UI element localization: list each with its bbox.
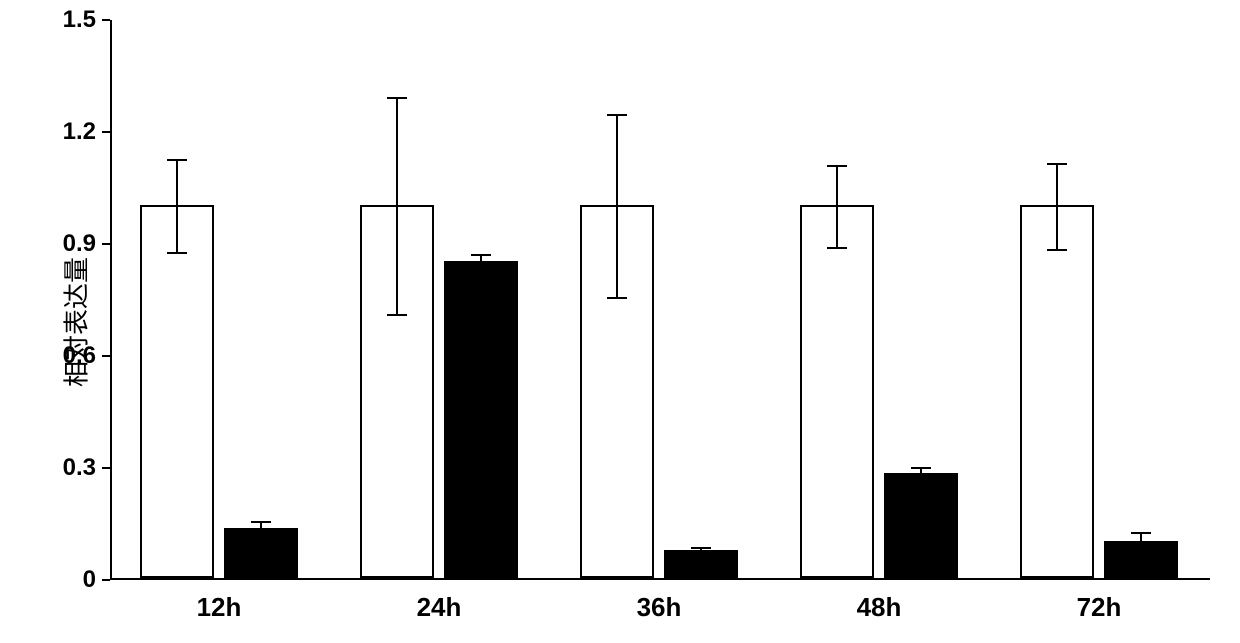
x-tick-label: 48h: [857, 592, 902, 623]
x-tick-label: 36h: [637, 592, 682, 623]
bar-white: [140, 205, 214, 578]
error-cap-upper: [1131, 532, 1151, 534]
bar-black: [664, 550, 738, 578]
y-tick-label: 0.6: [63, 342, 96, 370]
error-cap-upper: [1047, 163, 1067, 165]
y-tick: [102, 243, 110, 245]
error-bar-upper: [260, 522, 262, 529]
error-bar-lower: [836, 207, 838, 248]
y-tick: [102, 131, 110, 133]
error-bar-upper: [480, 255, 482, 262]
y-tick-label: 1.2: [63, 118, 96, 146]
bar-black: [1104, 541, 1178, 578]
error-cap-lower: [607, 297, 627, 299]
error-cap-lower: [1047, 249, 1067, 251]
error-bar-upper: [616, 115, 618, 206]
x-tick-label: 72h: [1077, 592, 1122, 623]
error-cap-upper: [387, 97, 407, 99]
error-cap-lower: [167, 252, 187, 254]
bar-white: [1020, 205, 1094, 578]
error-cap-lower: [387, 314, 407, 316]
error-cap-upper: [167, 159, 187, 161]
y-tick: [102, 19, 110, 21]
error-cap-upper: [471, 254, 491, 256]
error-bar-lower: [176, 207, 178, 254]
y-tick-label: 0: [83, 566, 96, 594]
chart-container: 相对表达量 00.30.60.91.21.512h24h36h48h72h: [0, 0, 1240, 643]
error-bar-upper: [836, 166, 838, 207]
error-bar-lower: [1056, 207, 1058, 250]
bar-black: [224, 528, 298, 578]
error-cap-upper: [607, 114, 627, 116]
error-bar-upper: [396, 98, 398, 206]
bar-black: [884, 473, 958, 578]
error-cap-upper: [691, 547, 711, 549]
error-bar-lower: [396, 207, 398, 315]
y-tick: [102, 467, 110, 469]
error-cap-lower: [827, 247, 847, 249]
error-bar-upper: [920, 468, 922, 475]
x-axis-line: [110, 578, 1210, 580]
plot-area: 00.30.60.91.21.512h24h36h48h72h: [110, 20, 1210, 580]
error-bar-lower: [616, 207, 618, 298]
error-bar-upper: [1140, 533, 1142, 542]
error-cap-upper: [827, 165, 847, 167]
bar-white: [800, 205, 874, 578]
y-tick-label: 1.5: [63, 6, 96, 34]
y-tick: [102, 579, 110, 581]
x-tick-label: 24h: [417, 592, 462, 623]
error-bar-upper: [1056, 164, 1058, 207]
y-tick-label: 0.9: [63, 230, 96, 258]
x-tick-label: 12h: [197, 592, 242, 623]
y-axis-line: [110, 20, 112, 580]
error-cap-upper: [911, 467, 931, 469]
error-cap-upper: [251, 521, 271, 523]
error-bar-upper: [176, 160, 178, 207]
bar-black: [444, 261, 518, 578]
y-tick: [102, 355, 110, 357]
y-tick-label: 0.3: [63, 454, 96, 482]
